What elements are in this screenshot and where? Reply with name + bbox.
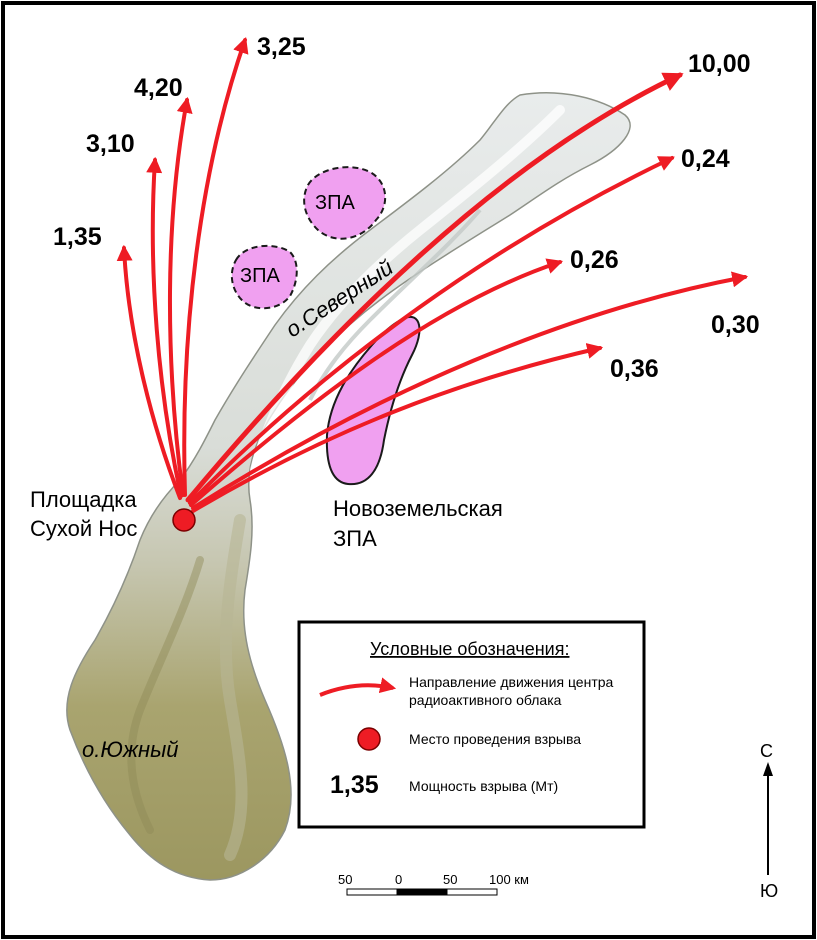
scale-segment <box>396 888 448 896</box>
arrow-3-10 <box>146 156 183 498</box>
yield-label: 0,36 <box>610 355 659 383</box>
legend-dot-icon <box>357 727 381 751</box>
yield-label: 3,25 <box>257 33 306 61</box>
compass-arrow-icon <box>763 762 773 776</box>
explosion-site-dot <box>172 508 196 532</box>
yield-label: 3,10 <box>86 130 135 158</box>
trajectory-arrows <box>116 36 749 513</box>
zone-small-2 <box>230 244 298 310</box>
scale-tick-label: 100 км <box>489 872 529 887</box>
legend-box <box>297 620 646 829</box>
scale-tick-label: 50 <box>443 872 457 887</box>
compass-south-label: Ю <box>760 881 778 901</box>
zone-label-2: ЗПА <box>240 265 280 287</box>
compass: С Ю <box>760 741 778 901</box>
scale-tick-label: 50 <box>338 872 352 887</box>
yield-label: 0,26 <box>570 246 619 274</box>
arrow-10-00 <box>185 72 684 503</box>
legend-dot-text: Место проведения взрыва <box>409 731 581 747</box>
arrow-0-24 <box>188 156 675 505</box>
island-landmass <box>66 92 631 881</box>
legend-arrow-icon <box>319 677 397 697</box>
arrow-0-36 <box>191 343 604 513</box>
zones <box>230 166 421 486</box>
arrow-3-25 <box>182 36 249 497</box>
scale-segment <box>446 888 498 896</box>
compass-north-label: С <box>760 741 773 761</box>
legend-sample-value: 1,35 <box>330 771 379 799</box>
arrow-4-20 <box>167 96 193 497</box>
zone-small-1 <box>303 166 387 240</box>
site-label-line2: Сухой Нос <box>30 516 137 541</box>
site-label-line1: Площадка <box>30 487 137 512</box>
south-island-label: о.Южный <box>82 737 179 762</box>
arrow-1-35 <box>116 244 182 500</box>
scale-tick-label: 0 <box>395 872 402 887</box>
yield-label: 0,24 <box>681 145 730 173</box>
legend-arrow-line2: радиоактивного облака <box>409 692 562 708</box>
scale-bar: 50 0 50 100 км <box>338 872 529 896</box>
legend-arrow-line1: Направление движения центра <box>409 674 614 690</box>
yield-label: 0,30 <box>711 311 760 339</box>
large-zone-label-line2: ЗПА <box>333 526 377 551</box>
yield-label: 10,00 <box>688 50 751 78</box>
large-zone-label-line1: Новоземельская <box>333 496 503 521</box>
legend: Условные обозначения: Направление движен… <box>297 620 646 829</box>
arrow-0-30 <box>191 271 749 510</box>
legend-title: Условные обозначения: <box>370 639 569 659</box>
yield-label: 1,35 <box>53 223 102 251</box>
zone-large <box>325 315 421 486</box>
zone-label-1: ЗПА <box>315 192 355 214</box>
arrow-0-26 <box>189 258 564 507</box>
yield-label: 4,20 <box>134 74 183 102</box>
legend-value-text: Мощность взрыва (Мт) <box>409 778 558 794</box>
scale-segment <box>346 888 398 896</box>
yield-labels: 1,35 3,10 4,20 3,25 10,00 0,24 0,26 0,30… <box>53 33 760 383</box>
